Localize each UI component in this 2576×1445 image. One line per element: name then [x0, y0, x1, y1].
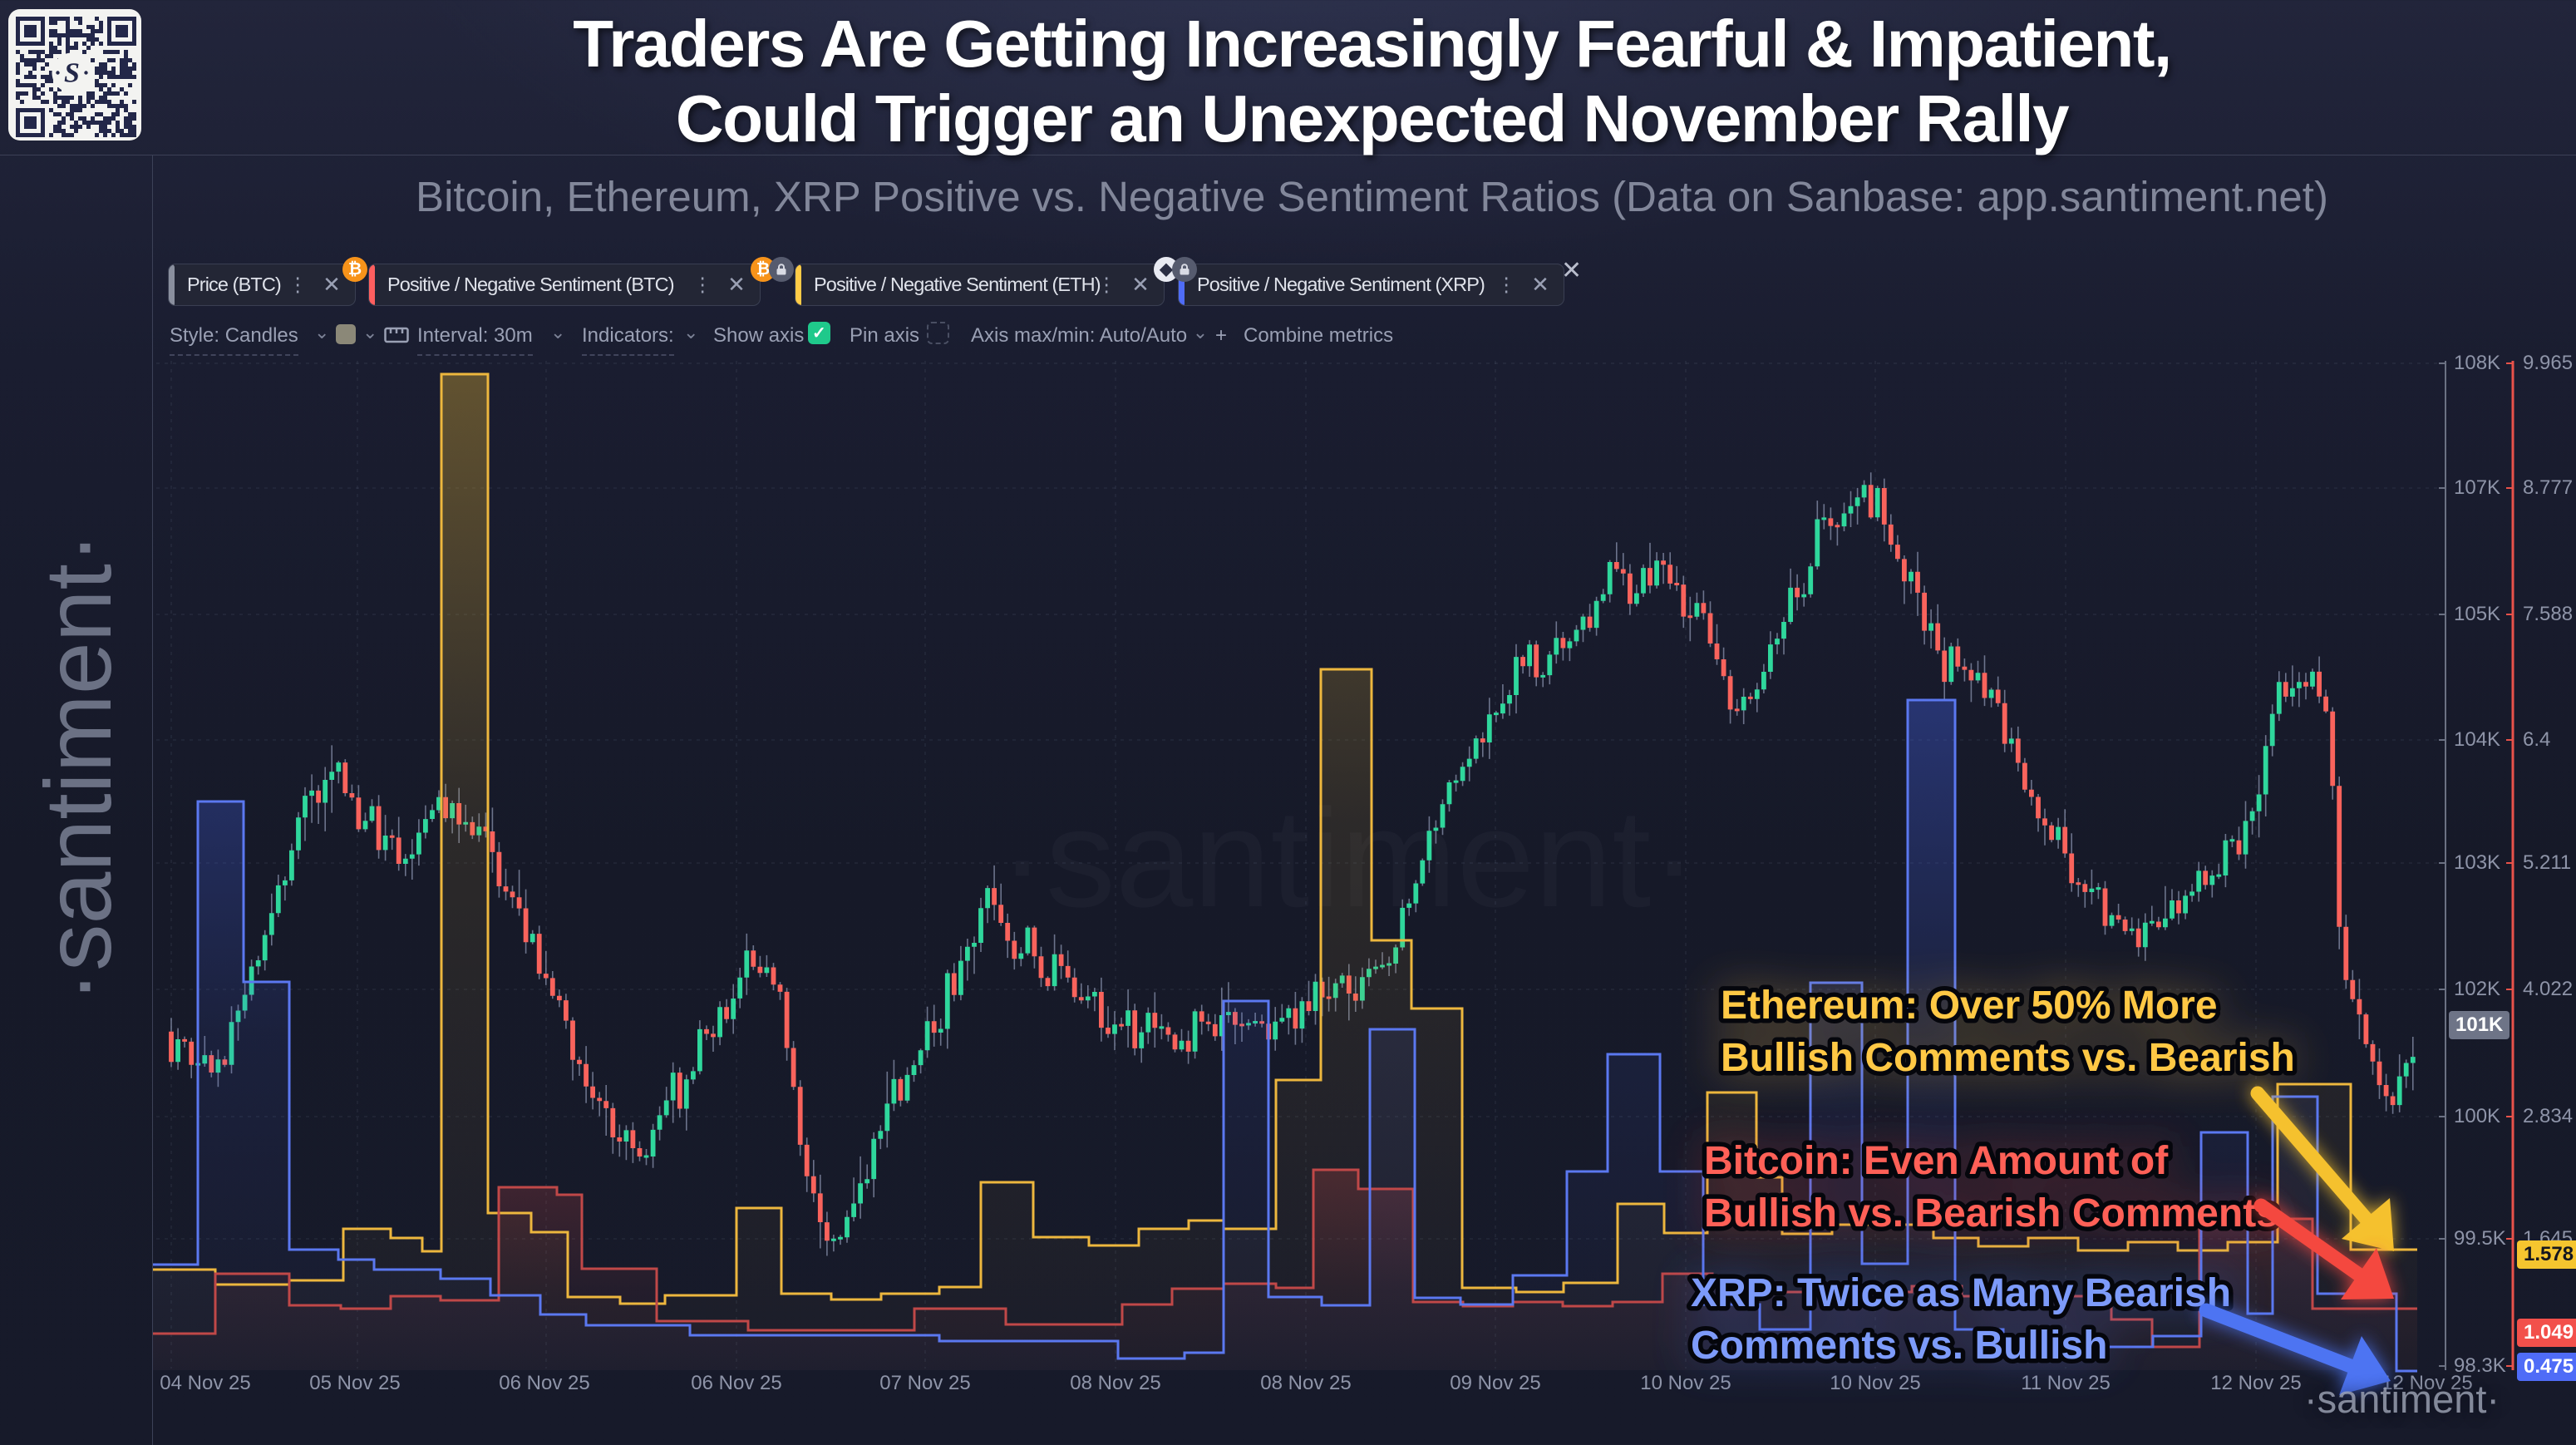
svg-text:Bitcoin: Even Amount of: Bitcoin: Even Amount of	[1704, 1139, 2169, 1183]
svg-text:Bullish vs. Bearish Comments: Bullish vs. Bearish Comments	[1704, 1191, 2278, 1235]
svg-text:Bullish vs. Bearish Comments: Bullish vs. Bearish Comments	[1704, 1191, 2278, 1235]
svg-text:Bitcoin: Even Amount of: Bitcoin: Even Amount of	[1704, 1139, 2169, 1183]
svg-text:Bullish Comments vs. Bearish: Bullish Comments vs. Bearish	[1721, 1036, 2295, 1080]
svg-text:Ethereum: Over 50% More: Ethereum: Over 50% More	[1721, 984, 2218, 1028]
svg-text:Ethereum: Over 50% More: Ethereum: Over 50% More	[1721, 984, 2218, 1028]
svg-text:S: S	[64, 58, 80, 89]
svg-text:Comments vs. Bullish: Comments vs. Bullish	[1691, 1324, 2107, 1368]
svg-text:XRP: Twice as Many Bearish: XRP: Twice as Many Bearish	[1691, 1271, 2231, 1315]
svg-text:Comments vs. Bullish: Comments vs. Bullish	[1691, 1324, 2107, 1368]
svg-text:XRP: Twice as Many Bearish: XRP: Twice as Many Bearish	[1691, 1271, 2231, 1315]
svg-text:Bullish Comments vs. Bearish: Bullish Comments vs. Bearish	[1721, 1036, 2295, 1080]
